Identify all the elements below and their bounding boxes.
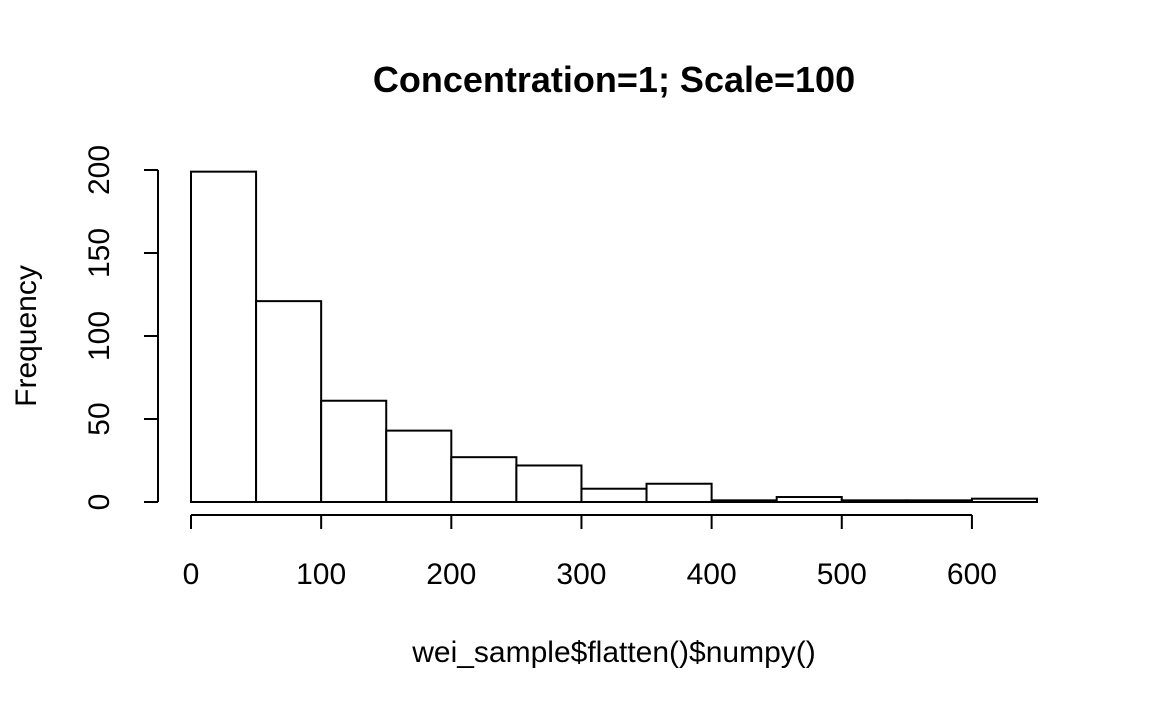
- y-axis-label: Frequency: [10, 265, 43, 407]
- x-axis-label: wei_sample$flatten()$numpy(): [411, 636, 816, 669]
- histogram-bar: [580, 487, 648, 504]
- y-tick-label: 100: [83, 311, 116, 361]
- x-axis: 0 100 200 300 400 500 600: [183, 514, 997, 591]
- x-tick-label: 400: [687, 558, 737, 591]
- histogram-bar: [450, 456, 518, 503]
- y-tick-label: 200: [83, 145, 116, 195]
- histogram-bar: [255, 300, 323, 504]
- histogram-bar: [645, 482, 713, 503]
- bars-group: [190, 170, 1039, 504]
- y-tick-label: 0: [83, 494, 116, 511]
- histogram-bar: [775, 496, 843, 503]
- x-tick-label: 500: [817, 558, 867, 591]
- x-tick-label: 600: [947, 558, 997, 591]
- x-tick-label: 100: [296, 558, 346, 591]
- chart-title: Concentration=1; Scale=100: [373, 59, 855, 100]
- y-tick-label: 50: [83, 402, 116, 435]
- x-tick-label: 300: [556, 558, 606, 591]
- histogram-bar: [840, 499, 908, 503]
- x-tick-label: 0: [183, 558, 200, 591]
- histogram-bar: [905, 499, 973, 503]
- histogram-bar: [710, 499, 778, 503]
- y-axis: 0 50 100 150 200: [83, 145, 159, 511]
- y-tick-label: 150: [83, 228, 116, 278]
- histogram-bar: [320, 399, 388, 503]
- histogram-bar: [515, 464, 583, 504]
- histogram-bar: [970, 497, 1039, 503]
- histogram-bar: [385, 429, 453, 503]
- histogram-bar: [190, 170, 258, 503]
- x-tick-label: 200: [426, 558, 476, 591]
